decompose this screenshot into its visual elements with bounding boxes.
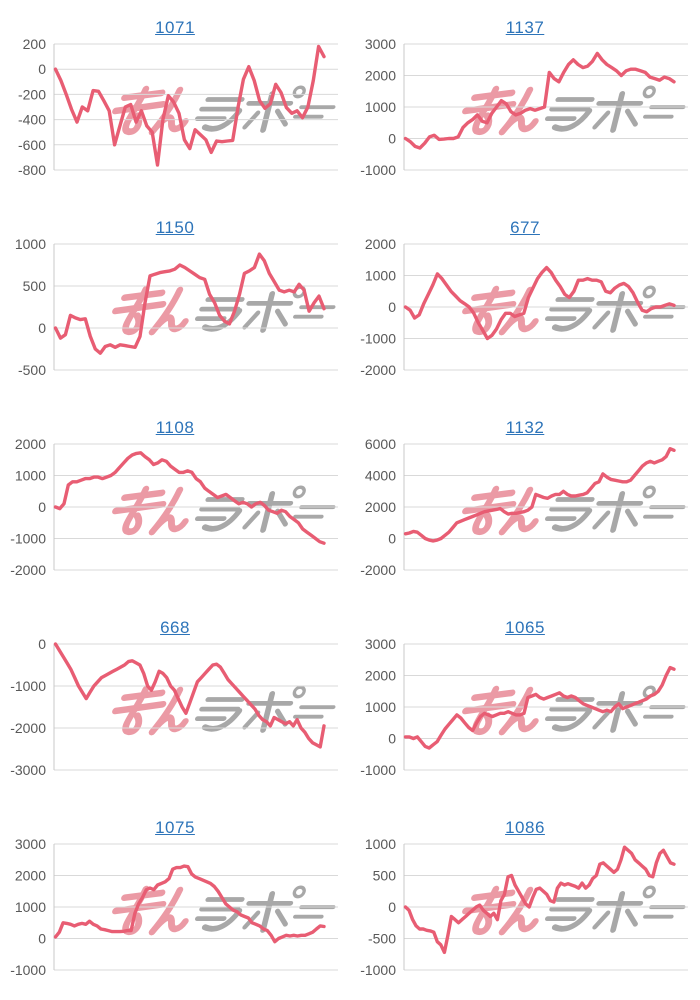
line-chart: 3000 2000 1000 0 -1000 [350,38,700,198]
svg-text:1000: 1000 [15,899,46,915]
svg-text:-1000: -1000 [360,331,396,347]
svg-text:-1000: -1000 [10,678,46,694]
svg-text:2000: 2000 [365,68,396,84]
svg-text:-1000: -1000 [360,962,396,978]
svg-text:2000: 2000 [365,668,396,684]
chart-card: 1075 3000 2000 1000 0 -1000 [0,800,350,1000]
line-chart: 3000 2000 1000 0 -1000 [0,838,350,998]
chart-title-link[interactable]: 1086 [505,818,545,837]
svg-text:0: 0 [388,131,396,147]
line-chart: 3000 2000 1000 0 -1000 [350,638,700,798]
svg-text:-1000: -1000 [360,162,396,178]
line-chart: 1000 500 0 -500 -1000 [350,838,700,998]
svg-text:1000: 1000 [365,838,396,852]
line-chart: 0 -1000 -2000 -3000 [0,638,350,798]
svg-text:1000: 1000 [365,699,396,715]
chart-header: 1150 [0,200,350,238]
svg-text:6000: 6000 [365,438,396,452]
svg-text:-600: -600 [18,137,46,153]
chart-title-link[interactable]: 1075 [155,818,195,837]
chart-card: 677 2000 1000 0 -1000 -2000 [350,200,700,400]
svg-text:0: 0 [388,531,396,547]
svg-text:0: 0 [38,61,46,77]
svg-text:0: 0 [38,499,46,515]
svg-text:-500: -500 [368,931,396,947]
chart-header: 1071 [0,0,350,38]
chart-header: 1132 [350,400,700,438]
chart-header: 1075 [0,800,350,838]
svg-text:-400: -400 [18,112,46,128]
svg-text:200: 200 [23,38,47,52]
chart-title-link[interactable]: 1137 [505,18,545,37]
chart-card: 1132 6000 4000 2000 0 -2000 [350,400,700,600]
svg-text:-2000: -2000 [10,720,46,736]
svg-text:1000: 1000 [365,268,396,284]
svg-text:500: 500 [373,868,397,884]
svg-text:2000: 2000 [15,868,46,884]
svg-text:-1000: -1000 [10,962,46,978]
chart-card: 1150 1000 500 0 -500 [0,200,350,400]
chart-card: 1071 200 0 -200 -400 -600 -800 [0,0,350,200]
svg-text:4000: 4000 [365,468,396,484]
line-chart: 2000 1000 0 -1000 -2000 [0,438,350,598]
chart-title-link[interactable]: 1108 [155,418,195,437]
chart-card: 1065 3000 2000 1000 0 -1000 [350,600,700,800]
chart-title-link[interactable]: 1065 [505,618,545,637]
svg-text:-1000: -1000 [360,762,396,778]
svg-text:0: 0 [388,299,396,315]
chart-title-link[interactable]: 1071 [155,18,195,37]
svg-text:0: 0 [388,899,396,915]
svg-text:2000: 2000 [365,499,396,515]
line-chart: 6000 4000 2000 0 -2000 [350,438,700,598]
line-chart: 200 0 -200 -400 -600 -800 [0,38,350,198]
svg-text:1000: 1000 [15,468,46,484]
chart-header: 668 [0,600,350,638]
chart-header: 677 [350,200,700,238]
chart-title-link[interactable]: 677 [510,218,540,237]
svg-text:0: 0 [38,320,46,336]
svg-text:-2000: -2000 [360,362,396,378]
svg-text:-2000: -2000 [10,562,46,578]
svg-text:-500: -500 [18,362,46,378]
chart-header: 1086 [350,800,700,838]
chart-card: 1086 1000 500 0 -500 -1000 [350,800,700,1000]
chart-header: 1137 [350,0,700,38]
svg-text:1000: 1000 [15,238,46,252]
svg-text:-800: -800 [18,162,46,178]
svg-text:-200: -200 [18,86,46,102]
line-chart: 1000 500 0 -500 [0,238,350,398]
chart-card: 668 0 -1000 -2000 -3000 [0,600,350,800]
chart-card: 1108 2000 1000 0 -1000 -2000 [0,400,350,600]
svg-text:3000: 3000 [15,838,46,852]
chart-title-link[interactable]: 1132 [505,418,545,437]
svg-text:-3000: -3000 [10,762,46,778]
chart-header: 1065 [350,600,700,638]
svg-text:2000: 2000 [15,438,46,452]
svg-text:3000: 3000 [365,38,396,52]
svg-text:2000: 2000 [365,238,396,252]
chart-header: 1108 [0,400,350,438]
svg-text:-2000: -2000 [360,562,396,578]
svg-text:-1000: -1000 [10,531,46,547]
svg-text:0: 0 [38,638,46,652]
svg-text:1000: 1000 [365,99,396,115]
chart-card: 1137 3000 2000 1000 0 -1000 [350,0,700,200]
svg-text:500: 500 [23,278,47,294]
line-chart: 2000 1000 0 -1000 -2000 [350,238,700,398]
svg-text:0: 0 [388,731,396,747]
chart-title-link[interactable]: 1150 [155,218,195,237]
svg-text:0: 0 [38,931,46,947]
chart-title-link[interactable]: 668 [160,618,190,637]
svg-text:3000: 3000 [365,638,396,652]
